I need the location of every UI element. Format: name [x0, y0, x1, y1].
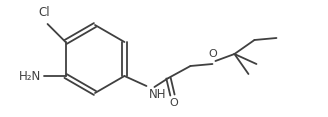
Text: O: O	[169, 98, 178, 108]
Text: H₂N: H₂N	[19, 69, 42, 82]
Text: NH: NH	[149, 88, 166, 101]
Text: O: O	[208, 49, 217, 59]
Text: Cl: Cl	[39, 6, 51, 19]
